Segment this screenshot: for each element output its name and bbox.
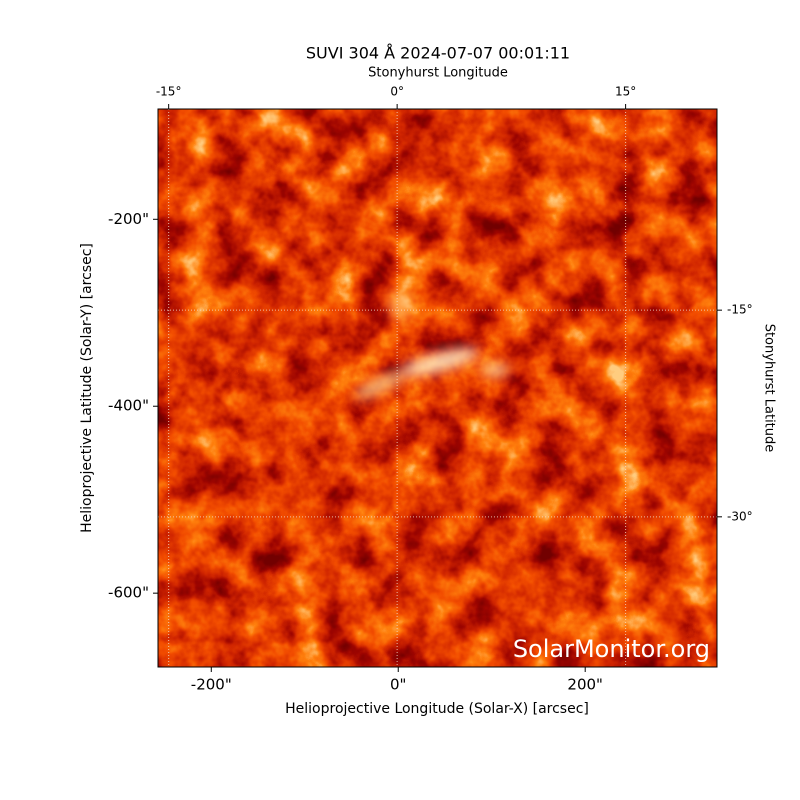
x2-tick-label: 0° — [390, 85, 404, 99]
y-label: Helioprojective Latitude (Solar-Y) [arcs… — [79, 243, 95, 533]
x2-tick-label: -15° — [156, 85, 182, 99]
watermark: SolarMonitor.org — [513, 635, 710, 663]
x2-tick-label: 15° — [615, 85, 636, 99]
grid — [158, 109, 717, 667]
x-tick-label: -200" — [191, 676, 232, 694]
chart-title: SUVI 304 Å 2024-07-07 00:01:11 — [306, 44, 570, 63]
x-label: Helioprojective Longitude (Solar-X) [arc… — [285, 701, 589, 717]
x2-label: Stonyhurst Longitude — [368, 66, 508, 81]
y2-tick-label: -15° — [727, 303, 753, 317]
y-tick-label: -400" — [108, 397, 149, 415]
y2-tick-label: -30° — [727, 509, 753, 523]
x-tick-label: 200" — [567, 676, 603, 694]
solar-image — [158, 109, 717, 667]
axes-frame — [157, 108, 718, 668]
x-tick-label: 0" — [390, 676, 406, 694]
y-tick-label: -600" — [108, 584, 149, 602]
y2-label: Stonyhurst Latitude — [762, 324, 777, 453]
y-tick-label: -200" — [108, 210, 149, 228]
